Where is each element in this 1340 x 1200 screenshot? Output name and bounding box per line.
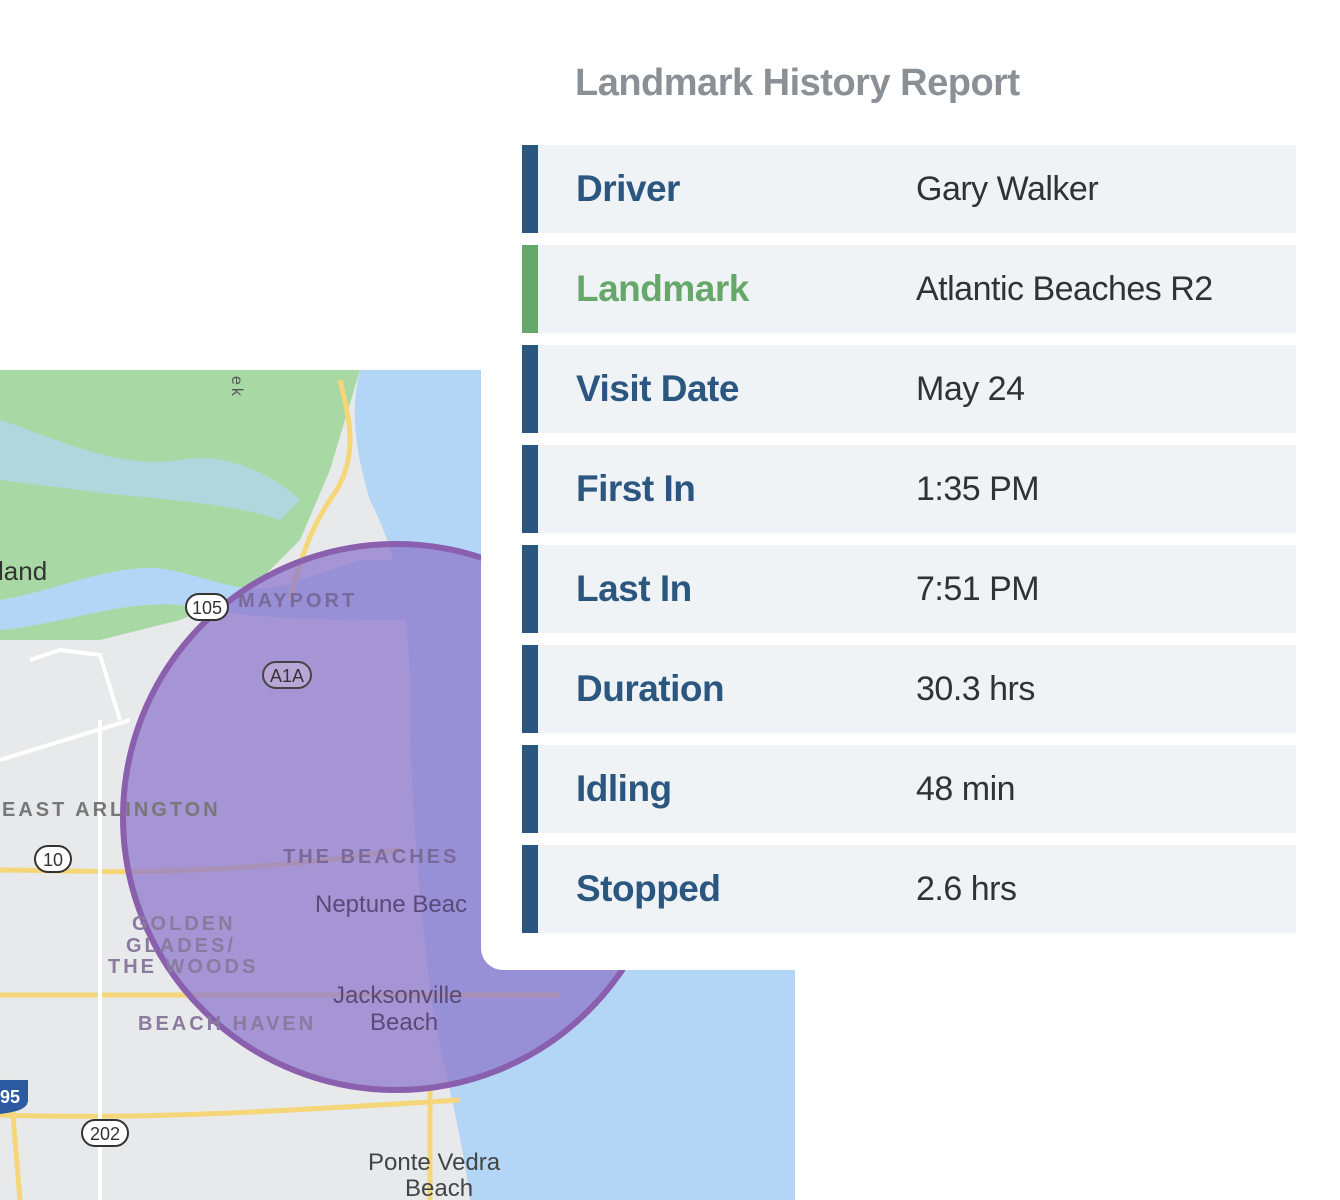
map-marsh bbox=[0, 420, 300, 520]
map-forest bbox=[0, 370, 360, 640]
route-shield-202: 202 bbox=[90, 1124, 120, 1144]
row-value: 2.6 hrs bbox=[916, 869, 1017, 908]
row-value: Atlantic Beaches R2 bbox=[916, 269, 1213, 308]
interstate-shield-95: 95 bbox=[0, 1087, 20, 1107]
accent-bar bbox=[522, 245, 538, 333]
row-value: 7:51 PM bbox=[916, 569, 1040, 608]
map-label: Ponte Vedra bbox=[368, 1149, 501, 1176]
map-label: land bbox=[0, 556, 47, 586]
accent-bar bbox=[522, 745, 538, 833]
map-label: Jacksonville bbox=[333, 982, 462, 1009]
row-label: Idling bbox=[576, 768, 672, 809]
map-label: Neptune Beac bbox=[315, 891, 467, 918]
map-label: Beach bbox=[405, 1175, 473, 1200]
map-label: THE WOODS bbox=[108, 956, 258, 978]
row-label: Last In bbox=[576, 568, 692, 609]
row-value: May 24 bbox=[916, 369, 1025, 408]
report-row-idling: Idling 48 min bbox=[522, 745, 1296, 833]
accent-bar bbox=[522, 545, 538, 633]
report-row-driver: Driver Gary Walker bbox=[522, 145, 1296, 233]
report-row-stopped: Stopped 2.6 hrs bbox=[522, 845, 1296, 933]
report-row-landmark: Landmark Atlantic Beaches R2 bbox=[522, 245, 1296, 333]
accent-bar bbox=[522, 145, 538, 233]
map-label: GOLDEN bbox=[132, 913, 236, 935]
route-shield-105: 105 bbox=[192, 598, 222, 618]
row-label: Landmark bbox=[576, 268, 749, 309]
report-title: Landmark History Report bbox=[575, 62, 1020, 104]
row-label: First In bbox=[576, 468, 696, 509]
row-label: Visit Date bbox=[576, 368, 739, 409]
accent-bar bbox=[522, 645, 538, 733]
report-row-first-in: First In 1:35 PM bbox=[522, 445, 1296, 533]
report-row-visit-date: Visit Date May 24 bbox=[522, 345, 1296, 433]
accent-bar bbox=[522, 445, 538, 533]
map-road bbox=[0, 1097, 461, 1119]
map-label: ek bbox=[228, 376, 245, 399]
row-value: 48 min bbox=[916, 769, 1016, 808]
report-row-last-in: Last In 7:51 PM bbox=[522, 545, 1296, 633]
route-shield-a1a: A1A bbox=[270, 666, 304, 686]
map-label: Beach bbox=[370, 1009, 438, 1036]
accent-bar bbox=[522, 845, 538, 933]
row-value: 1:35 PM bbox=[916, 469, 1040, 508]
row-label: Duration bbox=[576, 668, 725, 709]
map-label: THE BEACHES bbox=[283, 846, 459, 868]
row-value: Gary Walker bbox=[916, 169, 1099, 208]
map-label: MAYPORT bbox=[238, 590, 357, 612]
route-shield-10: 10 bbox=[43, 850, 63, 870]
row-value: 30.3 hrs bbox=[916, 669, 1035, 708]
row-label: Stopped bbox=[576, 868, 721, 909]
accent-bar bbox=[522, 345, 538, 433]
map-label: GLADES/ bbox=[126, 935, 236, 957]
map-label: EAST ARLINGTON bbox=[2, 799, 221, 821]
landmark-history-card: Landmark History Report Driver Gary Walk… bbox=[481, 22, 1333, 970]
report-row-duration: Duration 30.3 hrs bbox=[522, 645, 1296, 733]
map-label: BEACH HAVEN bbox=[138, 1013, 316, 1035]
row-label: Driver bbox=[576, 168, 680, 209]
